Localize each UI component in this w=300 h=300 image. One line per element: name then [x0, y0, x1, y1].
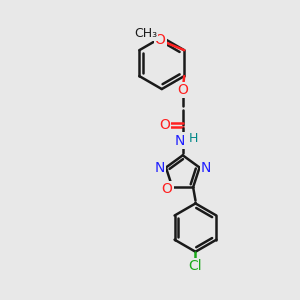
Text: N: N — [201, 160, 211, 175]
Text: N: N — [175, 134, 185, 148]
Text: Cl: Cl — [189, 260, 202, 274]
Text: H: H — [188, 132, 198, 145]
Text: O: O — [154, 34, 166, 47]
Text: O: O — [177, 83, 188, 97]
Text: O: O — [162, 182, 172, 196]
Text: CH₃: CH₃ — [134, 27, 157, 40]
Text: N: N — [154, 160, 165, 175]
Text: O: O — [159, 118, 170, 132]
